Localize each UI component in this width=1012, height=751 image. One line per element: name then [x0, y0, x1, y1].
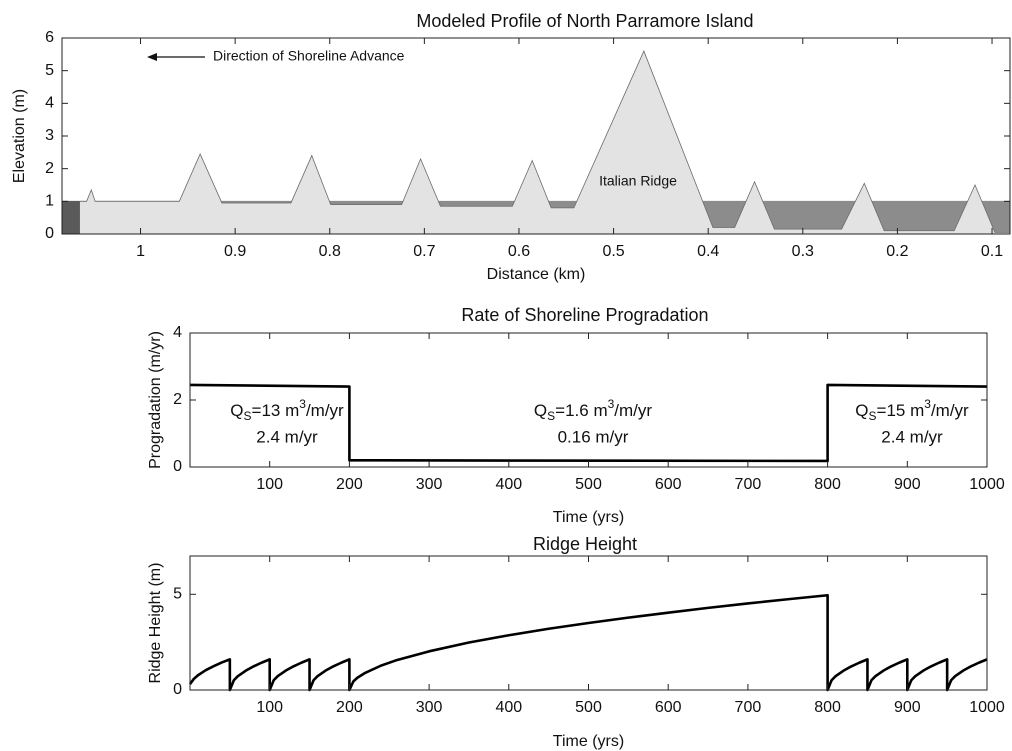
- x-tick-label: 800: [814, 476, 841, 493]
- x-tick-label: 0.6: [508, 243, 530, 260]
- annotation-part: /m/yr: [931, 401, 969, 420]
- line: [189, 383, 988, 463]
- x-tick-label: 600: [655, 699, 682, 716]
- x-tick-label: 200: [336, 699, 363, 716]
- annotation-part: 3: [608, 397, 615, 411]
- annotation: 2.4 m/yr: [881, 427, 943, 446]
- x-tick-label: 100: [256, 699, 283, 716]
- y-tick-label: 2: [45, 160, 54, 177]
- annotation: 2.4 m/yr: [256, 427, 318, 446]
- y-axis-label: Progradation (m/yr): [147, 331, 164, 469]
- x-tick-label: 1: [136, 243, 145, 260]
- annotation: 0.16 m/yr: [558, 427, 629, 446]
- chart-title: Rate of Shoreline Progradation: [461, 305, 708, 325]
- y-tick-label: 2: [173, 391, 182, 408]
- x-tick-label: 0.8: [319, 243, 341, 260]
- x-tick-label: 400: [495, 476, 522, 493]
- x-tick-label: 0.3: [792, 243, 814, 260]
- x-tick-label: 700: [735, 476, 762, 493]
- x-tick-label: 0.9: [224, 243, 246, 260]
- x-tick-label: 100: [256, 476, 283, 493]
- annotation-part: Q: [230, 401, 243, 420]
- x-axis-label: Time (yrs): [553, 733, 624, 750]
- chart-title: Ridge Height: [533, 534, 637, 554]
- x-tick-label: 900: [894, 476, 921, 493]
- x-tick-label: 200: [336, 476, 363, 493]
- annotation-part: /m/yr: [614, 401, 652, 420]
- x-axis-label: Distance (km): [487, 266, 586, 283]
- annotation: QS=15 m3/m/yr: [855, 397, 969, 423]
- y-tick-label: 0: [173, 681, 182, 698]
- x-tick-label: 0.4: [697, 243, 719, 260]
- annotation-part: S: [547, 409, 555, 423]
- y-axis-label: Elevation (m): [11, 89, 28, 183]
- x-tick-label: 1000: [969, 699, 1005, 716]
- annotation-part: /m/yr: [306, 401, 344, 420]
- x-tick-label: 500: [575, 699, 602, 716]
- area-outline: [79, 50, 1010, 233]
- x-tick-label: 0.5: [602, 243, 624, 260]
- y-tick-label: 0: [173, 458, 182, 475]
- chart-title: Modeled Profile of North Parramore Islan…: [416, 11, 753, 31]
- y-tick-label: 0: [45, 225, 54, 242]
- x-tick-label: 700: [735, 699, 762, 716]
- x-axis-label: Time (yrs): [553, 509, 624, 526]
- y-tick-label: 5: [45, 62, 54, 79]
- x-tick-label: 300: [416, 476, 443, 493]
- y-tick-label: 3: [45, 127, 54, 144]
- y-tick-label: 4: [173, 324, 182, 341]
- x-tick-label: 0.1: [981, 243, 1003, 260]
- x-tick-label: 0.7: [413, 243, 435, 260]
- x-tick-label: 900: [894, 699, 921, 716]
- annotation: QS=13 m3/m/yr: [230, 397, 344, 423]
- x-tick-label: 400: [495, 699, 522, 716]
- annotation: Italian Ridge: [599, 173, 677, 189]
- line: [188, 593, 988, 692]
- y-tick-label: 5: [173, 586, 182, 603]
- y-tick-label: 6: [45, 29, 54, 46]
- annotation-part: Q: [855, 401, 868, 420]
- area-fill: [62, 201, 80, 234]
- x-tick-label: 1000: [969, 476, 1005, 493]
- x-tick-label: 0.2: [886, 243, 908, 260]
- annotation-part: S: [244, 409, 252, 423]
- annotation-part: 3: [924, 397, 931, 411]
- annotation: Direction of Shoreline Advance: [213, 48, 405, 64]
- x-tick-label: 500: [575, 476, 602, 493]
- annotation-part: 3: [299, 397, 306, 411]
- annotation-part: =1.6 m: [555, 401, 607, 420]
- x-tick-label: 600: [655, 476, 682, 493]
- arrow-head: [147, 53, 157, 61]
- annotation-part: =13 m: [252, 401, 300, 420]
- y-axis-label: Ridge Height (m): [147, 563, 164, 684]
- y-tick-label: 4: [45, 95, 54, 112]
- annotation-part: =15 m: [877, 401, 925, 420]
- annotation: QS=1.6 m3/m/yr: [534, 397, 652, 423]
- y-tick-label: 1: [45, 193, 54, 210]
- plot-area: [190, 333, 987, 467]
- annotation-part: S: [869, 409, 877, 423]
- x-tick-label: 300: [416, 699, 443, 716]
- annotation-part: Q: [534, 401, 547, 420]
- x-tick-label: 800: [814, 699, 841, 716]
- area-fill: [79, 51, 1010, 234]
